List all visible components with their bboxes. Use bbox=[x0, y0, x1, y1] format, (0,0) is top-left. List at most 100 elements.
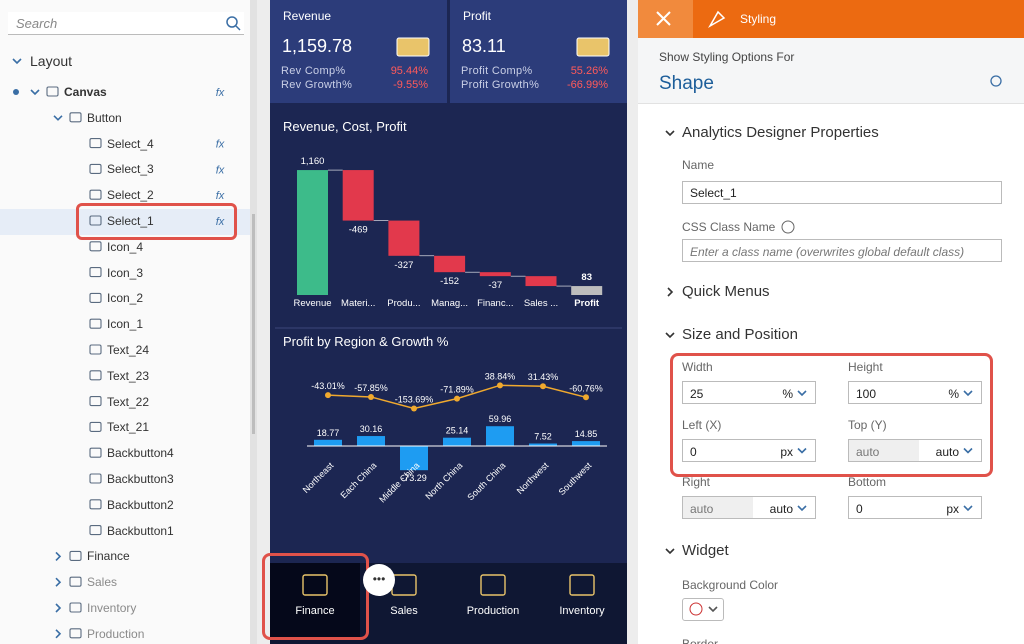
input-value: 0 bbox=[690, 444, 697, 459]
x-tick-label: Profit bbox=[574, 298, 600, 309]
data-label: -71.89% bbox=[440, 385, 474, 395]
kpi-value: 1,159.78 bbox=[282, 36, 353, 56]
outline-item[interactable]: Canvas bbox=[64, 85, 107, 99]
highlight-box bbox=[262, 553, 369, 640]
text-input[interactable] bbox=[682, 181, 1002, 204]
kpi-label: Profit Comp% bbox=[461, 65, 533, 77]
unit-select[interactable]: px bbox=[780, 444, 793, 459]
item-icon bbox=[89, 447, 102, 458]
outline-item[interactable]: Backbutton1 bbox=[107, 523, 174, 538]
data-label: 59.96 bbox=[489, 414, 512, 424]
data-label: -73.29 bbox=[401, 473, 427, 483]
bar bbox=[297, 170, 328, 295]
outline-item[interactable]: Inventory bbox=[87, 601, 137, 615]
number-input[interactable] bbox=[682, 381, 816, 404]
chevron bbox=[665, 548, 675, 555]
outline-item[interactable]: Select_4 bbox=[107, 136, 154, 151]
chevron bbox=[708, 606, 718, 613]
outline-item[interactable]: Select_1 bbox=[107, 214, 154, 228]
input-value: 0 bbox=[856, 502, 863, 516]
outline-item[interactable]: Icon_4 bbox=[107, 239, 144, 254]
outline-item[interactable]: Backbutton4 bbox=[107, 446, 174, 461]
outline-item[interactable]: Text_24 bbox=[107, 343, 150, 357]
item-icon bbox=[89, 267, 102, 278]
number-input[interactable] bbox=[848, 381, 982, 404]
data-label: 14.85 bbox=[575, 429, 598, 439]
line-point bbox=[368, 393, 374, 400]
outline-item[interactable]: Button bbox=[87, 110, 122, 125]
kpi-icon bbox=[396, 37, 430, 57]
outline-item[interactable]: Finance bbox=[87, 549, 130, 564]
x-tick-label: Materi... bbox=[341, 298, 375, 309]
unit-select[interactable]: auto bbox=[935, 444, 959, 459]
outline-item[interactable]: Icon_1 bbox=[107, 317, 144, 332]
item-icon bbox=[89, 499, 102, 510]
outline-item[interactable]: Backbutton2 bbox=[107, 497, 174, 512]
data-label: -469 bbox=[349, 225, 368, 236]
outline-item[interactable]: Text_22 bbox=[107, 394, 150, 409]
data-label: 7.52 bbox=[534, 432, 552, 442]
outline-item[interactable]: Text_21 bbox=[107, 420, 150, 435]
kpi-title: Revenue bbox=[283, 9, 332, 23]
section-title[interactable]: Widget bbox=[682, 542, 729, 559]
unit-select[interactable]: auto bbox=[769, 502, 793, 516]
field-label: Bottom bbox=[848, 475, 887, 489]
unit-select[interactable]: % bbox=[782, 387, 793, 401]
outline-item[interactable]: Text_23 bbox=[107, 368, 150, 383]
outline-item[interactable]: Select_2 bbox=[107, 188, 154, 203]
tab-bar bbox=[638, 0, 1024, 38]
search-box[interactable] bbox=[8, 12, 244, 35]
more-dots: ••• bbox=[373, 572, 386, 586]
item-icon bbox=[89, 163, 102, 174]
unit-select[interactable]: px bbox=[946, 502, 959, 516]
tab[interactable] bbox=[638, 0, 693, 38]
outline-item[interactable]: Backbutton3 bbox=[107, 472, 174, 486]
bar bbox=[342, 170, 374, 221]
text-input[interactable] bbox=[682, 239, 1002, 262]
chevron bbox=[963, 447, 973, 454]
input-value: 25 bbox=[690, 387, 704, 401]
section-title[interactable]: Analytics Designer Properties bbox=[682, 124, 879, 141]
line-point bbox=[454, 395, 460, 402]
input-value: auto bbox=[690, 502, 714, 516]
outline-item[interactable]: Select_3 bbox=[107, 162, 154, 177]
nav-icon bbox=[391, 574, 417, 596]
number-input[interactable] bbox=[682, 438, 816, 462]
scroll-thumb[interactable] bbox=[252, 214, 255, 434]
data-label: -37 bbox=[488, 280, 502, 291]
item-icon bbox=[69, 602, 82, 613]
outline-panel bbox=[0, 0, 250, 644]
kpi-delta: -66.99% bbox=[567, 79, 608, 91]
bar bbox=[314, 439, 342, 446]
kpi-label: Rev Growth% bbox=[281, 79, 353, 91]
nav-label: Finance bbox=[295, 605, 334, 617]
section-title[interactable]: Quick Menus bbox=[682, 283, 770, 300]
nav-label: Production bbox=[467, 605, 520, 617]
outline-item[interactable]: Icon_3 bbox=[107, 265, 144, 280]
app-canvas bbox=[270, 0, 627, 644]
outline-item[interactable]: Sales bbox=[87, 575, 118, 590]
more-button[interactable] bbox=[363, 564, 395, 596]
x-tick-label: North China bbox=[423, 460, 464, 501]
tab-label[interactable]: Styling bbox=[740, 12, 777, 26]
data-label: 1,160 bbox=[301, 156, 325, 167]
data-label: -327 bbox=[394, 260, 413, 271]
kpi-delta: 95.44% bbox=[390, 65, 428, 77]
line-point bbox=[497, 382, 503, 389]
outline-item[interactable]: Production bbox=[87, 626, 145, 641]
item-icon bbox=[89, 344, 102, 355]
data-label: 38.84% bbox=[485, 371, 516, 381]
number-input[interactable] bbox=[848, 496, 982, 519]
kpi-delta: -9.55% bbox=[393, 79, 428, 91]
section-title[interactable]: Size and Position bbox=[682, 326, 798, 343]
search-placeholder[interactable]: Search bbox=[16, 16, 58, 31]
chevron bbox=[55, 551, 62, 561]
item-icon bbox=[89, 370, 102, 381]
data-label: -43.01% bbox=[311, 381, 345, 391]
chevron bbox=[667, 287, 674, 297]
chevron bbox=[797, 447, 807, 454]
outline-item[interactable]: Icon_2 bbox=[107, 291, 144, 306]
unit-select[interactable]: % bbox=[948, 387, 959, 401]
tools-icon bbox=[656, 11, 671, 26]
kpi-title: Profit bbox=[463, 9, 492, 23]
